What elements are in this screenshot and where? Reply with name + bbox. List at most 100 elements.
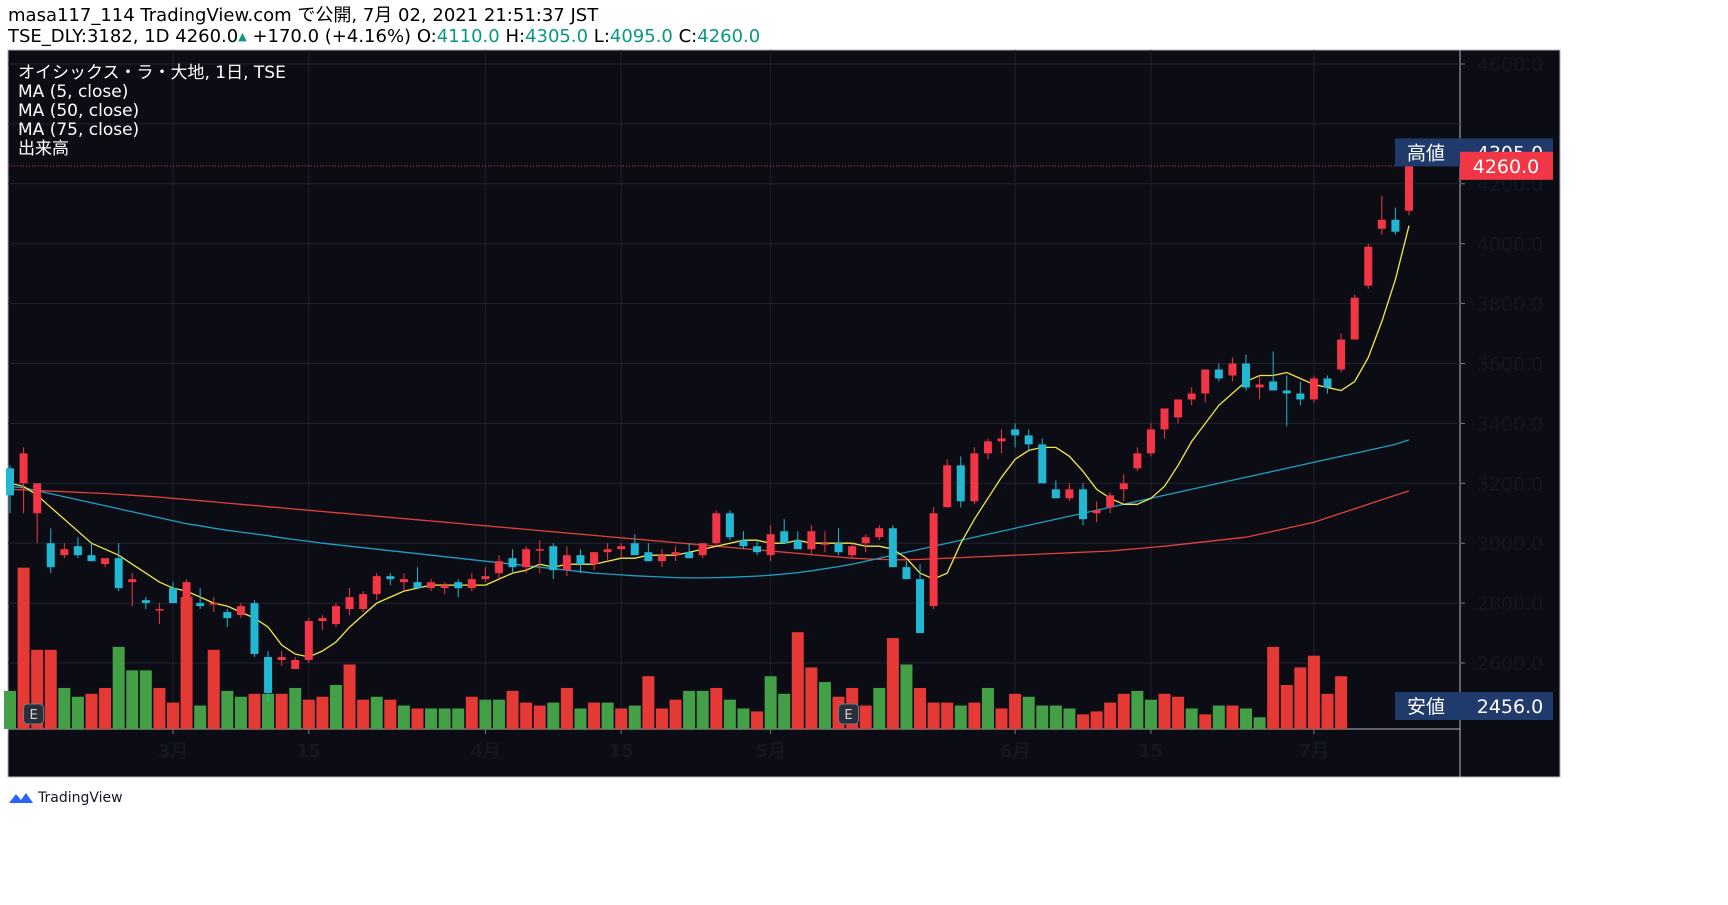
volume-bar [927,702,940,729]
candle-body [1296,393,1305,400]
high-value: 4305.0 [525,26,589,47]
time-axis[interactable]: 3月 15 4月 15 5月 6月 15 7月 [158,729,1329,762]
volume-bar [411,708,424,729]
candle-body [1405,165,1413,211]
volume-bar [954,705,967,729]
earnings-marker[interactable] [838,703,860,725]
volume-bar [452,708,465,729]
x-tick-label: 15 [1138,741,1163,762]
volume-bar [194,705,207,729]
volume-bar [1172,696,1185,729]
x-tick-label: 5月 [755,741,786,762]
candle-body [250,603,259,655]
candle-body [1187,393,1196,400]
volume-bar [4,690,16,729]
volume-bar [560,687,573,729]
volume-bar [1321,693,1334,729]
candle-body [766,534,775,556]
volume-bar [166,702,179,729]
volume-bar [139,670,152,729]
last-price-badge: 4260.0 [1460,151,1553,180]
close-label: C: [678,26,698,47]
volume-bar [914,687,927,729]
publish-info: masa117_114 TradingView.com で公開, 7月 02, … [8,5,599,26]
earnings-marker-label: E [844,708,852,723]
volume-bar [1307,655,1320,729]
open-label: O: [416,26,437,47]
low-badge: 安値 2456.0 [1395,692,1553,720]
candle-body [1174,399,1183,418]
candle-body [1092,510,1101,514]
volume-bar [669,699,682,729]
volume-bar [696,690,709,729]
candle-body [508,558,517,568]
volume-bar [506,690,519,729]
candle-body [1214,369,1223,379]
candle-body [33,483,42,514]
earnings-marker[interactable] [23,703,45,725]
candle-body [114,558,123,589]
candle-body [386,576,395,580]
y-tick-label: 3600.0 [1477,354,1543,376]
legend-ma75: MA (75, close) [18,120,139,140]
volume-bar [85,693,98,729]
volume-bar [343,664,356,729]
candle-body [413,582,422,589]
volume-bar [520,702,533,729]
volume-bar [588,702,601,729]
candle-body [223,612,232,619]
candle-body [1255,384,1264,388]
volume-bar [1117,693,1130,729]
x-tick-label: 3月 [158,741,189,762]
volume-bar [207,649,220,729]
open-value: 4110.0 [436,26,500,47]
y-tick-label: 3400.0 [1477,413,1543,435]
x-tick-label: 7月 [1299,741,1330,762]
candle-body [399,579,408,583]
x-tick-label: 15 [609,741,634,762]
candle-body [6,468,14,496]
volume-bar [1335,676,1348,729]
volume-bar [1049,705,1062,729]
change-value: +170.0 (+4.16%) [252,26,412,47]
volume-bar [1212,705,1225,729]
candle-body [1038,444,1047,484]
candle-body [1242,363,1251,388]
price-axis[interactable]: 4600.04200.04000.03800.03600.03400.03200… [1460,54,1543,675]
candle-body [19,453,28,484]
volume-bar [99,687,112,729]
volume-bar [302,699,315,729]
candle-body [902,567,911,580]
volume-bar [1022,696,1035,729]
volume-bar [1063,708,1076,729]
volume-bar [547,702,560,729]
candle-body [291,660,300,669]
volume-bar [438,708,451,729]
volume-bar [1294,667,1307,729]
volume-bar [805,667,818,729]
earnings-marker-label: E [29,708,37,723]
candle-body [956,465,965,502]
price-chart[interactable]: 4600.04200.04000.03800.03600.03400.03200… [0,0,1568,821]
candle-body [60,549,69,556]
volume-bars [4,567,1348,729]
legend: オイシックス・ラ・大地, 1日, TSE MA (5, close) MA (5… [18,63,286,159]
volume-bar [275,693,288,729]
volume-bar [1077,714,1090,729]
x-tick-label: 4月 [470,741,501,762]
candle-body [1024,435,1033,445]
candle-body [535,549,544,551]
candle-body [304,621,313,661]
volume-bar [492,699,505,729]
ma75-line [9,488,1410,561]
candle-body [698,543,707,556]
candle-body [128,579,137,583]
volume-bar [533,705,546,729]
volume-bar [818,682,831,729]
candle-body [1065,489,1074,499]
tradingview-logo[interactable]: TradingView [8,790,123,806]
volume-bar [316,696,329,729]
candle-body [87,555,96,562]
candle-body [603,549,612,553]
